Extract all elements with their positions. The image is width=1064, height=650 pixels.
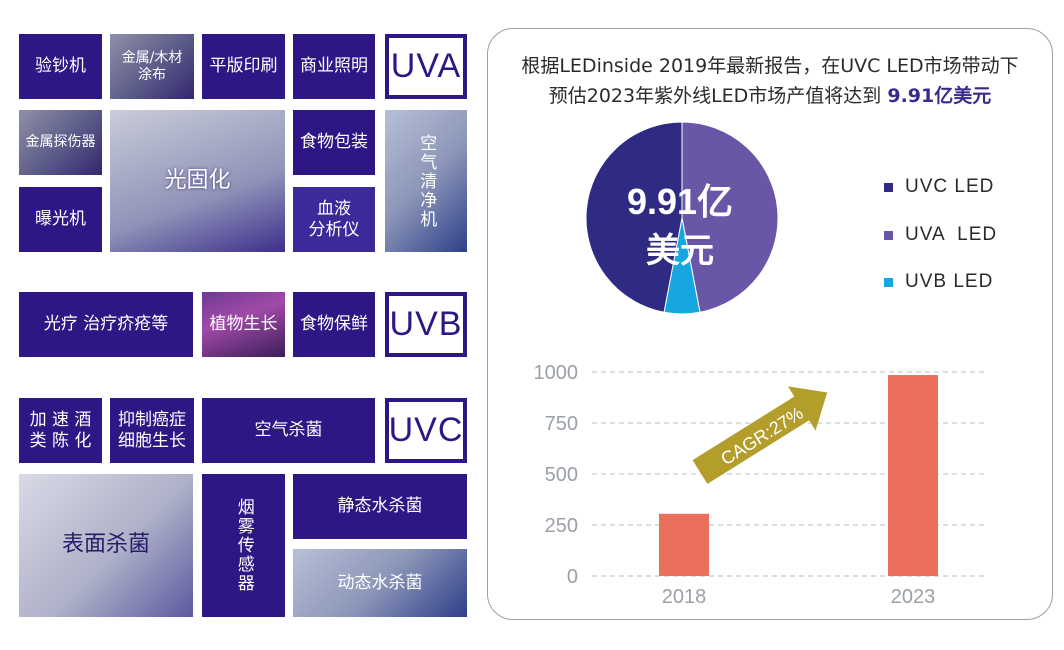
legend-swatch-uvb xyxy=(884,277,893,287)
bar-2023 xyxy=(888,375,938,576)
headline-line-2: 预估2023年紫外线LED市场产值将达到 9.91亿美元 xyxy=(548,85,992,107)
bar-chart: 0 250 500 750 1000 2018 2023 xyxy=(534,362,985,608)
tile-static-water-sterilization: 静态水杀菌 xyxy=(293,474,467,539)
tile-food-packaging: 食物包装 xyxy=(293,110,375,175)
y-tick-label: 750 xyxy=(545,413,578,435)
uva-badge: UVA xyxy=(385,34,467,99)
tile-blood-analyzer: 血液 分析仪 xyxy=(293,187,375,252)
cagr-arrow-shape xyxy=(692,386,828,484)
market-report-card: 根据LEDinside 2019年最新报告，在UVC LED市场带动下 预估20… xyxy=(487,28,1053,620)
legend-item-uvc: UVC LED xyxy=(884,176,994,198)
x-tick-label: 2018 xyxy=(662,586,707,608)
tile-cancer-inhibition: 抑制癌症 细胞生长 xyxy=(110,398,194,463)
tile-surface-sterilization: 表面杀菌 xyxy=(19,474,193,617)
uvb-badge: UVB xyxy=(385,292,467,357)
pie-center-unit: 美元 xyxy=(646,232,714,270)
tile-currency-detector: 验钞机 xyxy=(19,34,102,99)
tile-exposure-machine: 曝光机 xyxy=(19,187,102,252)
pie-slice-uva xyxy=(681,121,779,313)
market-value-highlight: 9.91亿美元 xyxy=(887,85,992,107)
cagr-label: CAGR:27% xyxy=(717,403,807,469)
cagr-arrow xyxy=(692,386,828,484)
y-tick-label: 1000 xyxy=(534,362,579,384)
tile-plant-growth: 植物生长 xyxy=(202,292,285,357)
tile-metal-flaw-detector: 金属探伤器 xyxy=(19,110,102,175)
tile-lithography: 平版印刷 xyxy=(202,34,285,99)
tile-metal-wood-coating: 金属/木材 涂布 xyxy=(110,34,194,99)
bar-2018 xyxy=(659,513,709,576)
y-tick-label: 500 xyxy=(545,464,578,486)
tile-smoke-sensor: 烟雾传感器 xyxy=(202,474,285,617)
tile-air-sterilization: 空气杀菌 xyxy=(202,398,375,463)
tile-food-preservation: 食物保鲜 xyxy=(293,292,375,357)
y-tick-label: 250 xyxy=(545,515,578,537)
pie-center-value: 9.91亿 xyxy=(627,181,733,222)
tile-dynamic-water-sterilization: 动态水杀菌 xyxy=(293,549,467,617)
tile-commercial-lighting: 商业照明 xyxy=(293,34,375,99)
pie-slice-uvc xyxy=(585,121,683,313)
tile-liquor-aging: 加 速 酒类 陈 化 xyxy=(19,398,102,463)
y-tick-label: 0 xyxy=(567,566,578,588)
tile-uv-curing: 光固化 xyxy=(110,110,285,252)
tile-air-purifier: 空气清净机 xyxy=(385,110,467,252)
legend-swatch-uva xyxy=(884,230,893,240)
legend-item-uva: UVA LED xyxy=(884,224,997,246)
legend-item-uvb: UVB LED xyxy=(884,271,993,293)
legend-swatch-uvc xyxy=(884,182,893,192)
headline-line-1: 根据LEDinside 2019年最新报告，在UVC LED市场带动下 xyxy=(521,55,1019,77)
pie-chart xyxy=(585,121,779,315)
tile-phototherapy: 光疗 治疗疥疮等 xyxy=(19,292,193,357)
uvc-badge: UVC xyxy=(385,398,467,463)
x-tick-label: 2023 xyxy=(891,586,936,608)
